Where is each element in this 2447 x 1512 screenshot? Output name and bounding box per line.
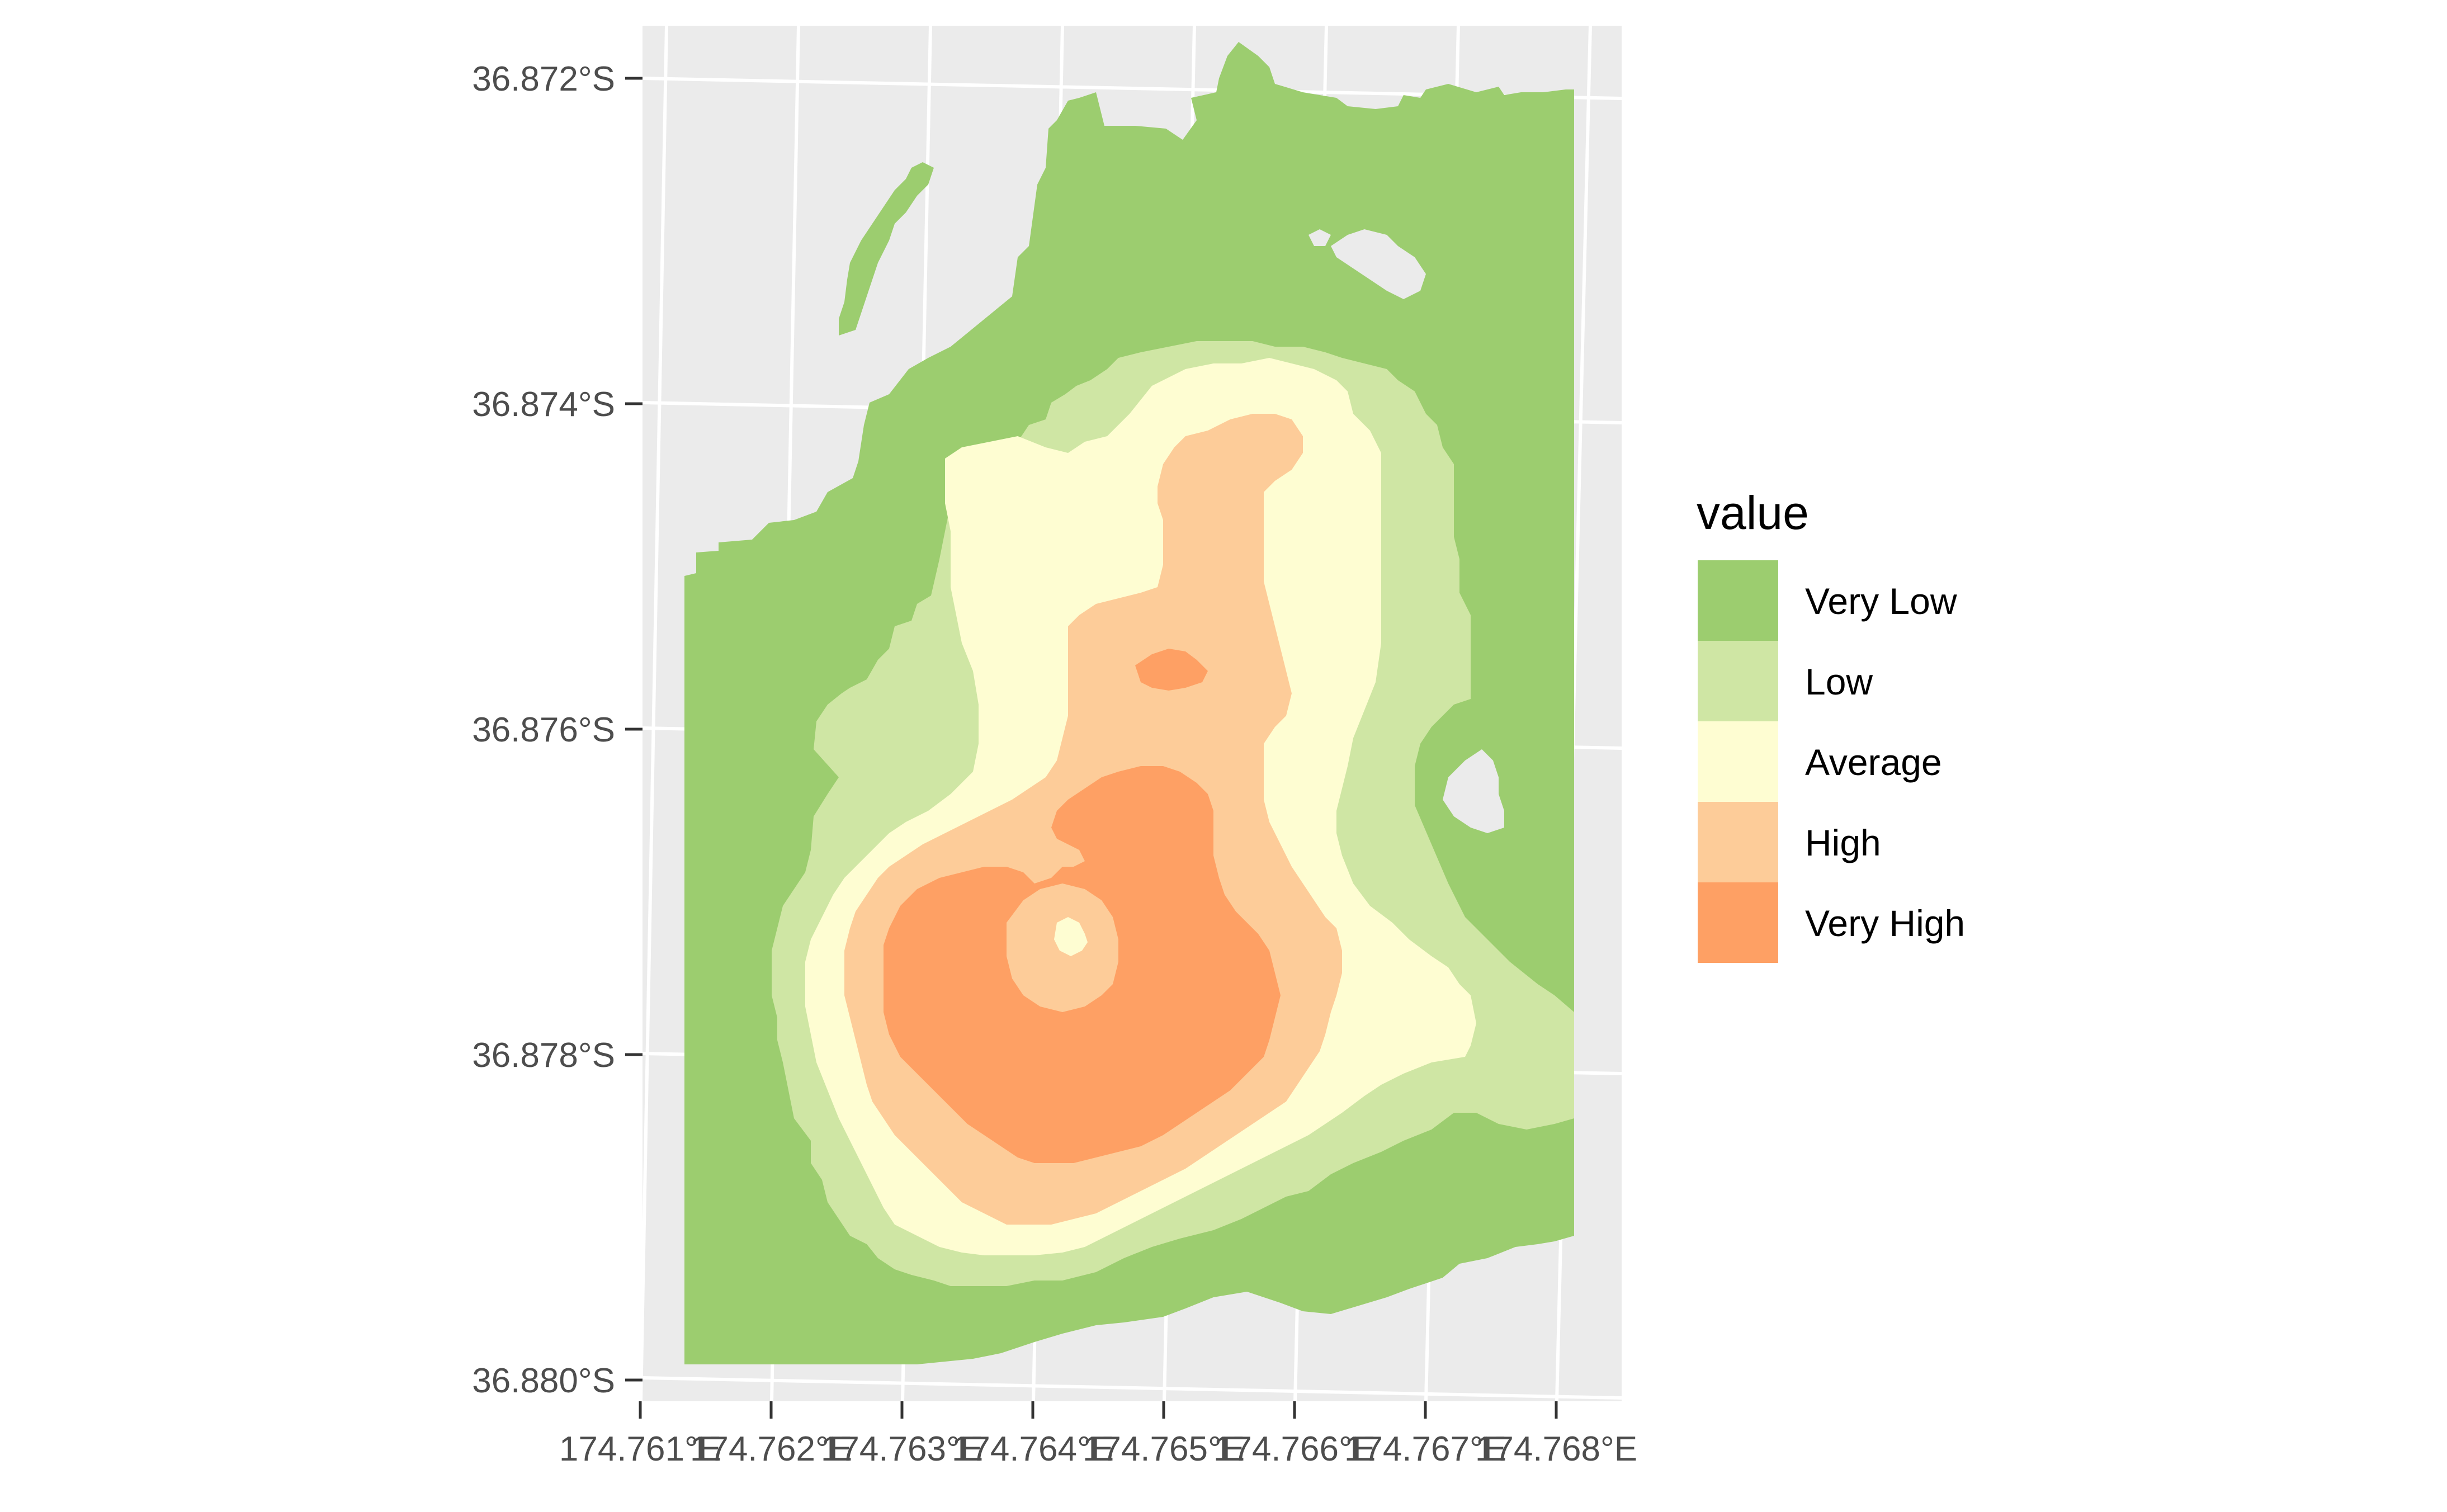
y-tick-label: 36.874°S <box>472 385 615 424</box>
graticule-line-h <box>642 1376 1622 1400</box>
x-tick-label: 174.766°E <box>1213 1430 1376 1468</box>
raster-zones <box>684 42 1574 1364</box>
x-tick-label: 174.767°E <box>1344 1430 1506 1468</box>
y-tick-label: 36.876°S <box>472 711 615 749</box>
x-tick-label: 174.761°E <box>559 1430 721 1468</box>
raster-zone-very-low <box>839 162 934 336</box>
legend-swatch-high <box>1698 802 1778 882</box>
legend-swatch-very-high <box>1698 882 1778 963</box>
legend: value Very Low Low Average High Very Hig… <box>1697 486 1965 963</box>
legend-label: Very Low <box>1805 580 1957 622</box>
x-tick-label: 174.763°E <box>821 1430 983 1468</box>
y-tick-label: 36.878°S <box>472 1036 615 1075</box>
y-tick-label: 36.880°S <box>472 1362 615 1400</box>
graticule-line-v <box>639 25 668 1402</box>
raster-zone-very-high <box>1135 649 1208 691</box>
x-axis: 174.761°E 174.762°E 174.763°E 174.764°E … <box>559 1401 1637 1468</box>
y-tick-label: 36.872°S <box>472 60 615 98</box>
x-tick-label: 174.768°E <box>1475 1430 1637 1468</box>
x-tick-label: 174.765°E <box>1083 1430 1245 1468</box>
raster-hole <box>1443 749 1504 833</box>
raster-zone-average <box>1054 917 1088 956</box>
y-axis: 36.872°S 36.874°S 36.876°S 36.878°S 36.8… <box>472 60 643 1400</box>
legend-title: value <box>1697 486 1809 539</box>
x-ticks <box>639 1401 1558 1419</box>
raster-hole <box>1331 229 1426 299</box>
legend-swatch-very-low <box>1698 560 1778 641</box>
x-tick-label: 174.762°E <box>690 1430 852 1468</box>
legend-swatch-average <box>1698 721 1778 802</box>
legend-label: Low <box>1805 661 1873 702</box>
legend-swatch-low <box>1698 641 1778 721</box>
raster-hole <box>1308 229 1331 246</box>
legend-label: High <box>1805 822 1881 863</box>
y-ticks <box>625 77 643 1382</box>
x-tick-label: 174.764°E <box>952 1430 1114 1468</box>
legend-label: Very High <box>1805 903 1965 944</box>
legend-label: Average <box>1805 741 1942 783</box>
